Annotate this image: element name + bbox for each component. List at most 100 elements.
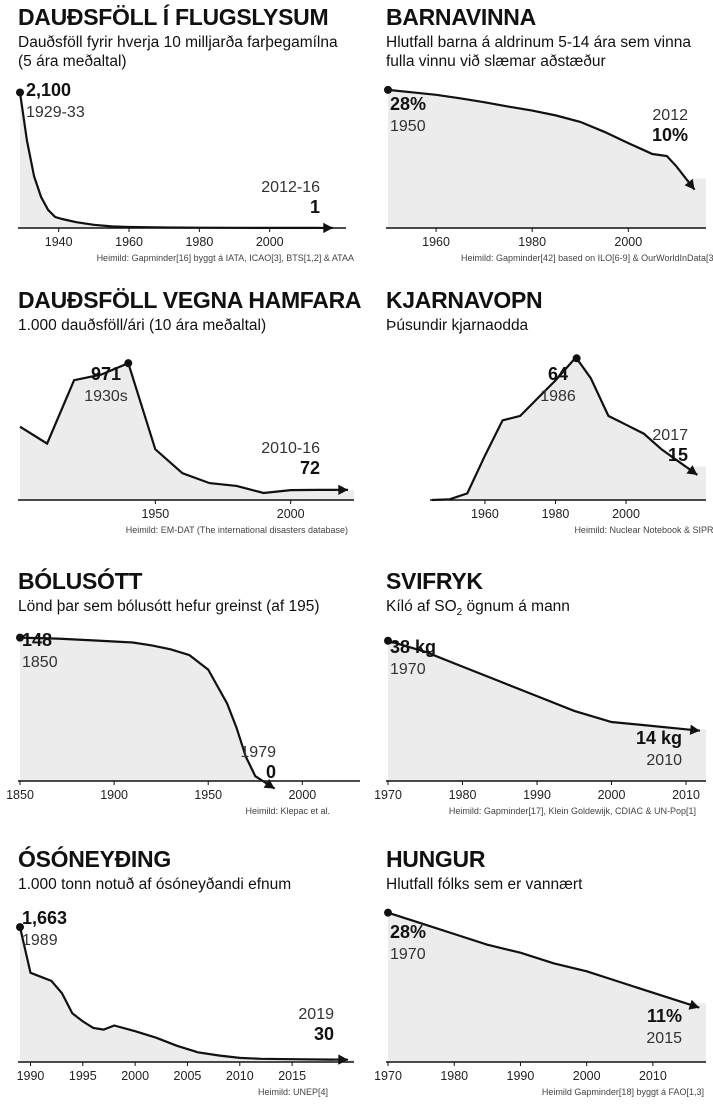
start-value-label: 2,100 [26, 80, 71, 100]
start-period-label: 1929-33 [26, 104, 85, 121]
chart-title: SVIFRYK [386, 568, 483, 594]
chart-panel-air-deaths: 1940 1960 1980 2000 Heimild: Gapminder[16] b… [16, 0, 358, 263]
x-tick-label: 2015 [278, 1069, 306, 1083]
series-line [431, 356, 687, 502]
chart-svg: 1850 1900 1950 2000 Heimild: Klepac et al. 14… [6, 630, 360, 816]
x-tick-label: 2000 [288, 788, 316, 802]
area-fill [432, 358, 706, 500]
end-period-label: 2012-16 [261, 179, 320, 196]
chart-svg: 1990 1995 2000 2005 2010 2015 Heimild: UNEP[4]… [16, 908, 354, 1097]
area-fill [20, 637, 360, 781]
end-value-label: 14 kg [636, 728, 682, 748]
chart-panel-sulfur: 1970 1980 1990 2000 2010 Heimild: Gapminder[1… [374, 564, 713, 826]
end-value-label: 0 [266, 762, 276, 782]
start-value-label: 64 [548, 364, 568, 384]
chart-subtitle: Lönd þar sem bólusótt hefur greinst (af … [18, 598, 320, 615]
subtitle-part: Kíló af SO [386, 598, 457, 615]
x-tick-label: 1980 [449, 788, 477, 802]
end-period-label: 2012 [652, 107, 688, 124]
chart-panel-disaster-deaths: 1950 2000 Heimild: EM-DAT (The internation… [18, 283, 362, 545]
chart-title: BÓLUSÓTT [18, 568, 143, 594]
x-tick-label: 1980 [440, 1069, 468, 1083]
x-tick-label: 2000 [573, 1069, 601, 1083]
start-period-label: 1970 [390, 946, 426, 963]
start-point [572, 354, 581, 363]
x-tick-label: 2000 [121, 1069, 149, 1083]
series-line [387, 639, 687, 731]
start-point [16, 633, 24, 642]
x-tick-label: 1950 [141, 507, 169, 521]
end-period-label: 2019 [298, 1006, 334, 1023]
chart-panel-nuclear-arms: 1960 1980 2000 Heimild: Nuclear Notebook & … [386, 283, 713, 545]
x-tick-label: 1970 [374, 1069, 402, 1083]
start-value-label: 28% [390, 922, 426, 942]
x-tick-label: 2010 [672, 788, 700, 802]
series-line [387, 911, 687, 1005]
chart-svg: 1940 1960 1980 2000 Heimild: Gapminder[16] b… [16, 80, 354, 263]
x-tick-label: 1980 [185, 235, 213, 249]
start-point [16, 88, 24, 97]
start-value-label: 1,663 [22, 908, 67, 928]
chart-source: Heimild: Gapminder[17], Klein Goldewijk,… [449, 806, 696, 816]
end-arrow [689, 724, 700, 735]
chart-svg: 1950 2000 Heimild: EM-DAT (The internation… [18, 359, 354, 535]
chart-subtitle: Þúsundir kjarnaodda [386, 317, 529, 334]
chart-subtitle: Kíló af SO2 ögnum á mann [386, 597, 713, 622]
end-arrow [263, 778, 275, 789]
end-value-label: 10% [652, 125, 688, 145]
end-arrow [338, 484, 348, 496]
end-period-label: 2010 [646, 752, 682, 769]
chart-title: ÓSÓNEYÐING [18, 846, 171, 872]
area-fill [20, 363, 354, 500]
end-value-label: 11% [647, 1006, 682, 1026]
x-tick-label: 1950 [194, 788, 222, 802]
chart-subtitle: Dauðsföll fyrir hverja 10 milljarða farþ… [18, 34, 338, 70]
area-fill [388, 89, 706, 229]
x-tick-label: 1960 [115, 235, 143, 249]
start-period-label: 1850 [22, 654, 58, 671]
end-value-label: 1 [310, 197, 320, 217]
end-value-label: 30 [314, 1024, 334, 1044]
start-point [384, 636, 392, 645]
x-tick-label: 2000 [612, 507, 640, 521]
x-tick-label: 2000 [256, 235, 284, 249]
chart-title: KJARNAVOPN [386, 287, 543, 313]
start-period-label: 1986 [540, 388, 576, 405]
start-period-label: 1989 [22, 932, 58, 949]
end-arrow [338, 1054, 348, 1065]
chart-subtitle: Hlutfall fólks sem er vannært [386, 876, 583, 893]
x-tick-label: 2005 [174, 1069, 202, 1083]
end-value-label: 15 [668, 445, 688, 465]
start-period-label: 1930s [84, 388, 128, 405]
end-period-label: 1979 [240, 744, 276, 761]
chart-source: Heimild: Gapminder[16] byggt á IATA, ICA… [97, 253, 354, 263]
chart-subtitle: Hlutfall barna á aldrinum 5-14 ára sem v… [386, 34, 691, 70]
x-tick-label: 1850 [6, 788, 34, 802]
chart-subtitle: 1.000 dauðsföll/ári (10 ára meðaltal) [18, 317, 267, 334]
chart-panel-child-labour: 1960 1980 2000 Heimild: Gapminder[42] based… [384, 0, 713, 263]
chart-panel-ozone: 1990 1995 2000 2005 2010 2015 Heimild: UNEP[4]… [16, 842, 358, 1104]
end-period-label: 2017 [652, 427, 688, 444]
end-period-label: 2015 [646, 1030, 682, 1047]
x-tick-label: 1990 [17, 1069, 45, 1083]
start-period-label: 1970 [390, 661, 426, 678]
x-tick-label: 1980 [518, 235, 546, 249]
start-point [124, 359, 133, 368]
chart-source: Heimild: UNEP[4] [258, 1087, 328, 1097]
x-tick-label: 1940 [45, 235, 73, 249]
end-value-label: 72 [300, 458, 320, 478]
series-line [19, 636, 264, 782]
chart-svg: 1970 1980 1990 2000 2010 Heimild: Gapminder[1… [374, 636, 706, 816]
start-point [384, 85, 392, 94]
x-tick-label: 1960 [422, 235, 450, 249]
chart-source: Heimild: Nuclear Notebook & SIPRI [574, 525, 713, 535]
chart-svg: 1970 1980 1990 2000 2010 Heimild Gapminder[18… [374, 908, 706, 1097]
x-tick-label: 1980 [542, 507, 570, 521]
x-tick-label: 2010 [639, 1069, 667, 1083]
x-tick-label: 2000 [277, 507, 305, 521]
chart-svg: 1960 1980 2000 Heimild: Gapminder[42] based… [384, 85, 713, 263]
end-arrow [684, 178, 695, 190]
series-line [387, 88, 687, 180]
x-tick-label: 1960 [471, 507, 499, 521]
x-tick-label: 2000 [614, 235, 642, 249]
